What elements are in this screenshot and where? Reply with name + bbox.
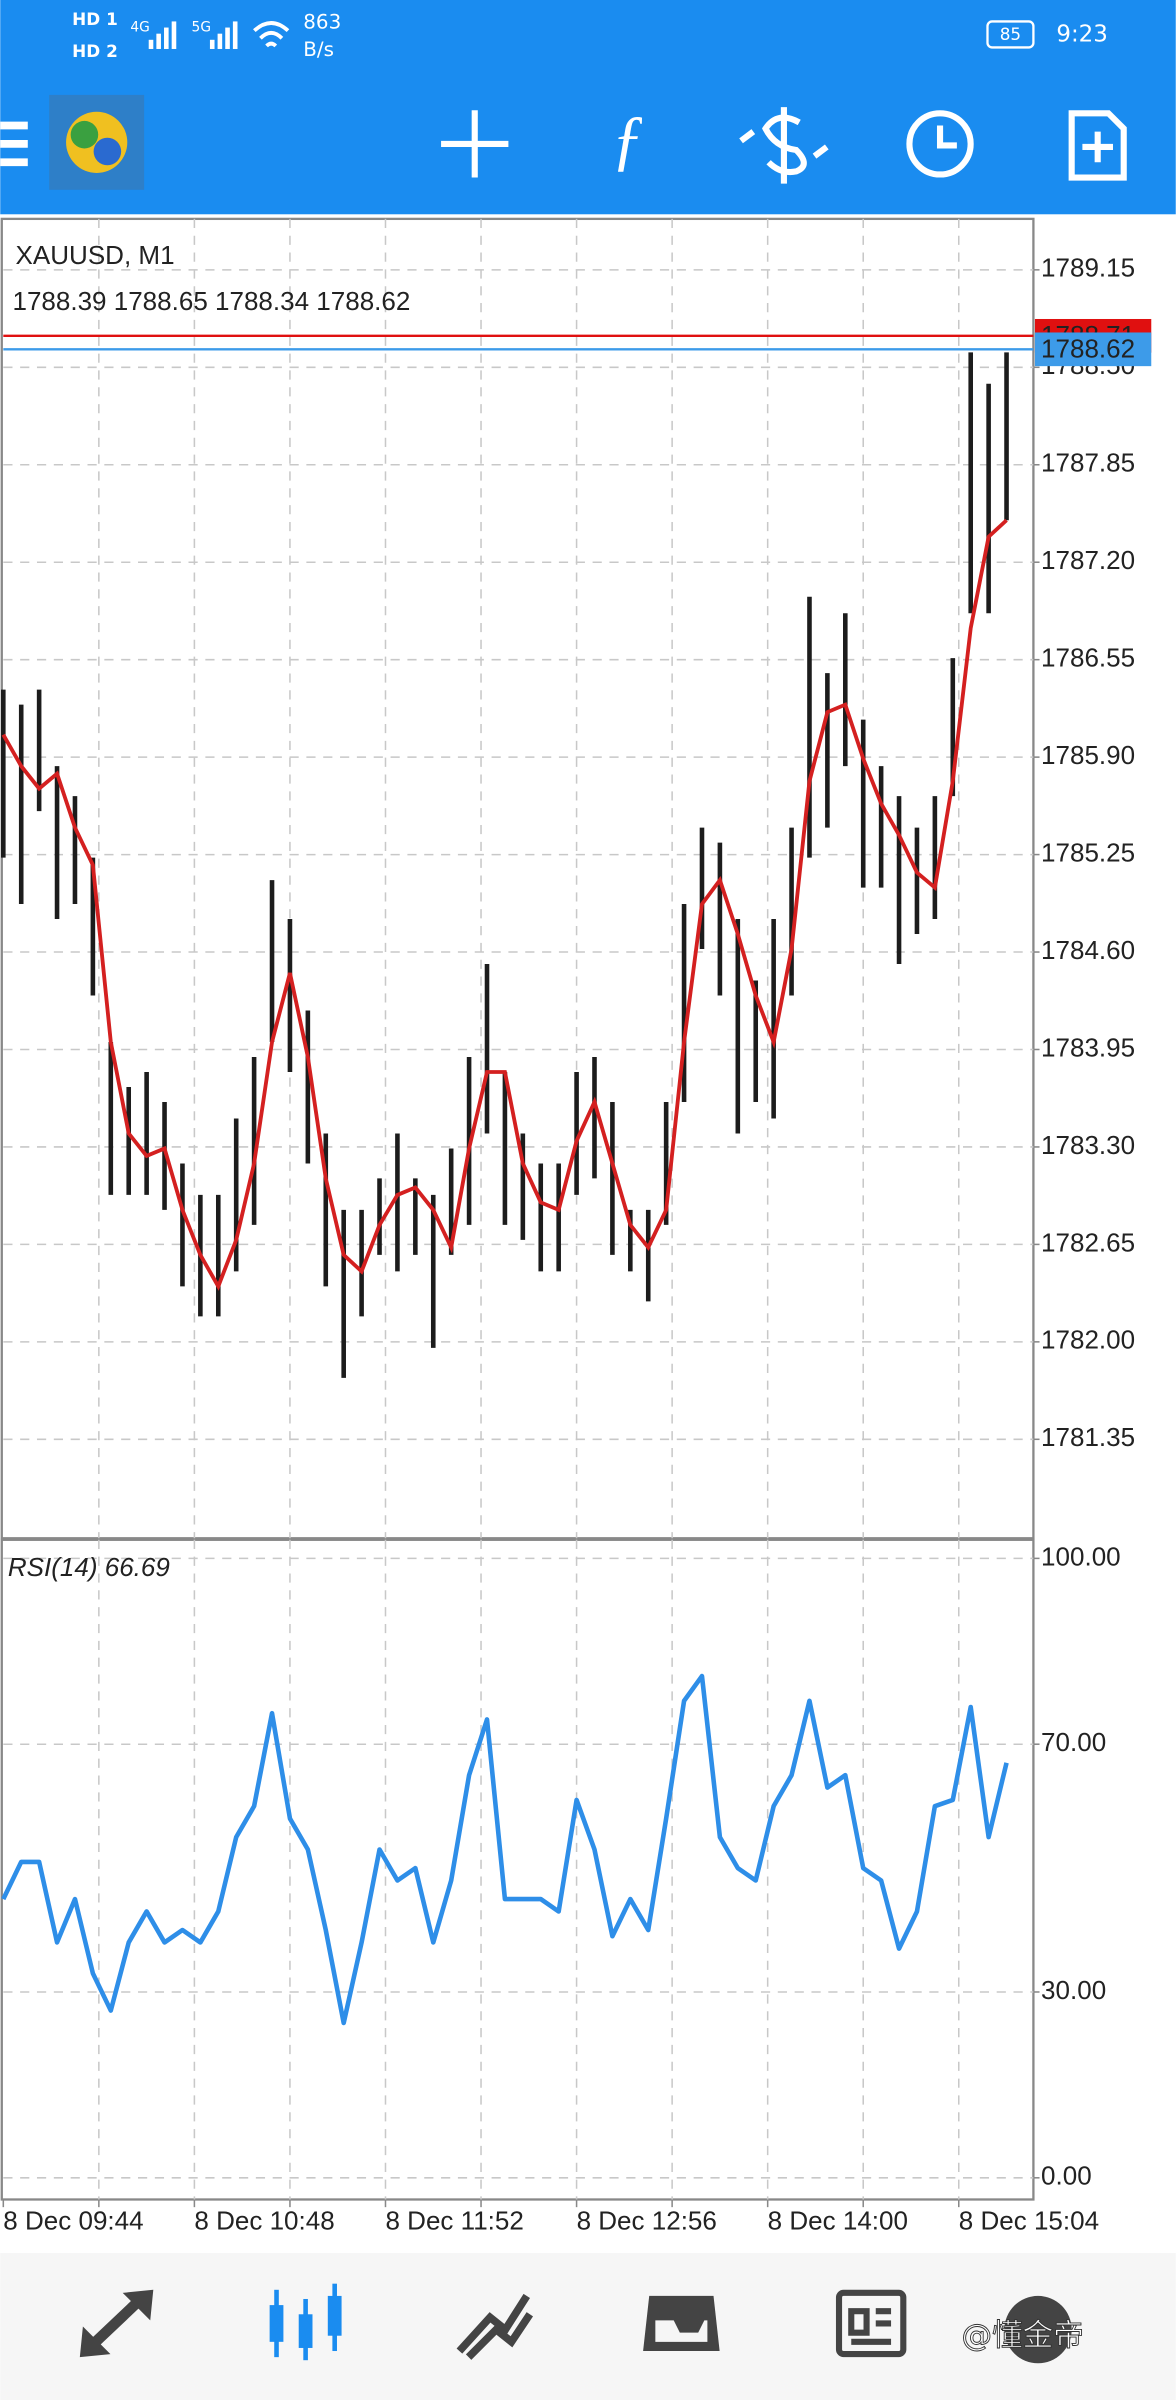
period-button[interactable] [906, 110, 974, 178]
news-tab[interactable] [835, 2289, 907, 2358]
new-order-button[interactable] [1068, 110, 1127, 181]
ohlc-values: 1788.39 1788.65 1788.34 1788.62 [12, 286, 410, 316]
battery-level: 85 [1000, 24, 1021, 44]
bid-label-box [1034, 332, 1152, 367]
price-panel [0, 217, 1035, 1540]
rsi-panel [0, 1538, 1035, 2201]
charts: 1789.151788.501787.851787.201786.551785.… [1, 218, 1152, 2235]
x-tick-label: 8 Dec 12:56 [577, 2205, 717, 2235]
wifi-icon [253, 21, 290, 48]
app-logo[interactable] [49, 94, 145, 190]
y-tick-label: 1784.60 [1041, 935, 1135, 965]
clock: 9:23 [1056, 22, 1108, 48]
y-tick-label: 1787.85 [1041, 448, 1135, 478]
app-bar [0, 0, 1176, 215]
sim-label: HD 1 [72, 9, 118, 29]
chart-title: XAUUSD, M1 [16, 240, 175, 270]
x-tick-label: 8 Dec 15:04 [959, 2205, 1099, 2235]
y-tick-label: 0.00 [1041, 2161, 1092, 2191]
history-tab[interactable] [643, 2295, 720, 2352]
bid-label: 1788.62 [1041, 334, 1135, 364]
y-tick-label: 100.00 [1041, 1541, 1121, 1571]
net-speed: 863 [303, 10, 341, 33]
moving-average [1, 518, 1008, 1291]
sim-label: HD 2 [72, 41, 118, 61]
net-speed-unit: B/s [303, 38, 334, 61]
x-tick-label: 8 Dec 11:52 [385, 2205, 523, 2235]
y-tick-label: 1789.15 [1041, 253, 1135, 283]
y-tick-label: 70.00 [1041, 1727, 1106, 1757]
y-tick-label: 1785.25 [1041, 837, 1135, 867]
trade-button[interactable] [739, 107, 829, 184]
settings-tab[interactable] [1004, 2295, 1072, 2364]
battery-icon [986, 20, 1035, 49]
trade-tab[interactable] [456, 2293, 534, 2360]
y-tick-label: 1781.35 [1041, 1422, 1135, 1452]
bottom-nav [0, 2253, 1176, 2400]
y-tick-label: 30.00 [1041, 1975, 1106, 2005]
menu-button[interactable] [0, 121, 28, 167]
watermark: @懂金帝 [961, 2319, 1083, 2354]
rsi-line [1, 1673, 1009, 2026]
quotes-tab[interactable] [79, 2289, 154, 2358]
y-tick-label: 1786.55 [1041, 643, 1135, 673]
indicators-button[interactable]: ƒ [611, 102, 645, 177]
x-tick-label: 8 Dec 14:00 [768, 2205, 908, 2235]
network-label: 4G [130, 20, 149, 36]
y-tick-label: 1782.00 [1041, 1325, 1135, 1355]
y-tick-label: 1787.20 [1041, 545, 1135, 575]
chart-title: RSI(14) 66.69 [8, 1552, 170, 1582]
y-tick-label: 1783.30 [1041, 1130, 1135, 1160]
x-tick-label: 8 Dec 09:44 [3, 2205, 143, 2235]
network-label: 5G [192, 20, 211, 36]
y-tick-label: 1782.65 [1041, 1227, 1135, 1257]
y-tick-label: 1783.95 [1041, 1032, 1135, 1062]
chart-tab[interactable] [269, 2283, 342, 2361]
x-tick-label: 8 Dec 10:48 [194, 2205, 334, 2235]
crosshair-button[interactable] [441, 110, 509, 178]
y-tick-label: 1785.90 [1041, 740, 1135, 770]
signal-icon [148, 21, 238, 49]
